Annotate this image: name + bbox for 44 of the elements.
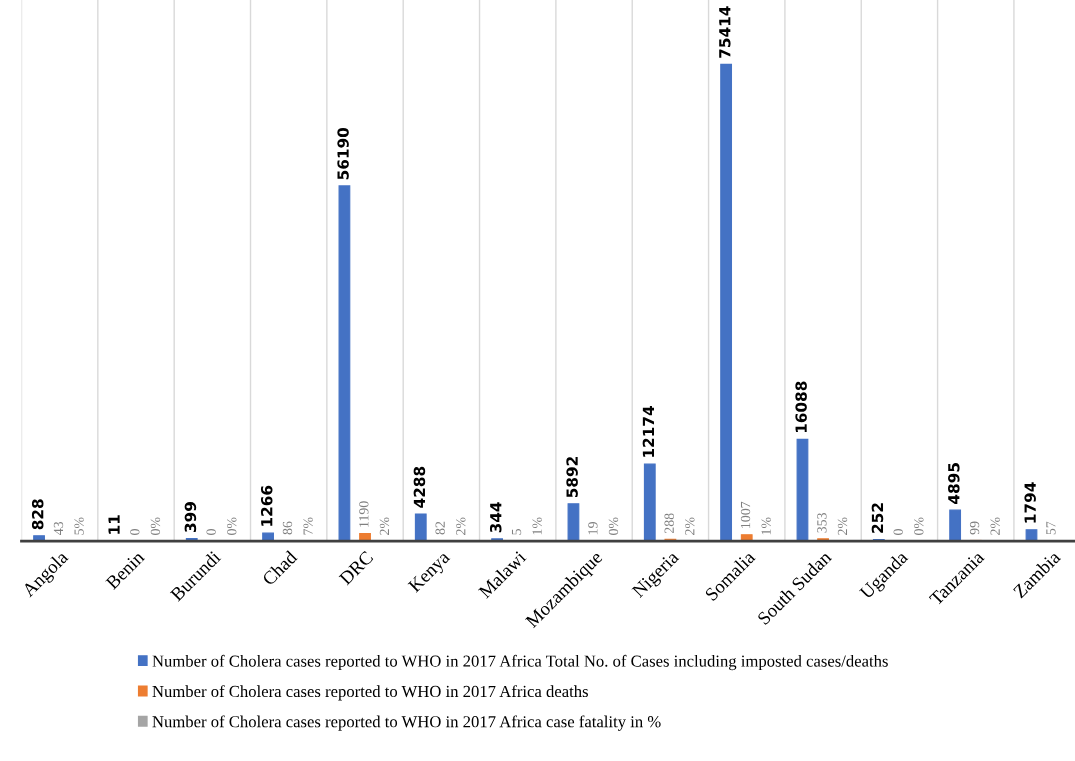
data-label: 5%: [74, 517, 84, 535]
data-label: 0%: [914, 517, 924, 535]
data-label: 75414: [719, 6, 731, 58]
data-label: 16088: [795, 381, 807, 433]
data-label: 4288: [413, 466, 426, 508]
data-label: 288: [664, 513, 674, 534]
data-label: 2%: [990, 517, 1000, 535]
data-label: 0: [206, 529, 216, 535]
data-label: 11: [108, 515, 120, 534]
data-label: 1266: [260, 485, 273, 526]
data-label: 5892: [566, 457, 578, 498]
data-label: 19: [588, 522, 598, 535]
data-label: 4895: [948, 463, 960, 504]
data-label: 1190: [359, 501, 369, 527]
legend-label: Number of Cholera cases reported to WHO in 2017 Africa Total No. of Cases including imposted cases/deaths: [152, 654, 888, 671]
data-label: 86: [282, 521, 293, 535]
data-label: 56190: [337, 127, 349, 180]
data-label: 2%: [456, 517, 466, 535]
data-label: 0: [893, 529, 903, 535]
data-label: 7%: [303, 517, 313, 535]
data-label: 1%: [761, 517, 771, 535]
legend-label: Number of Cholera cases reported to WHO in 2017 Africa deaths: [152, 685, 588, 701]
data-label: 1794: [1024, 482, 1036, 523]
data-label: 252: [871, 503, 884, 533]
legend-label: Number of Cholera cases reported to WHO in 2017 Africa case fatality in %: [152, 715, 661, 731]
data-label: 399: [184, 502, 197, 532]
data-label: 2%: [685, 517, 695, 535]
data-label: 43: [53, 521, 64, 535]
data-label: 2%: [837, 517, 848, 535]
data-label: 12174: [642, 406, 654, 457]
data-label: 1007: [740, 501, 751, 528]
data-label: 57: [1046, 521, 1056, 535]
data-label: 1%: [532, 517, 542, 535]
data-label: 99: [969, 521, 980, 535]
data-label: 5: [511, 529, 522, 535]
data-label: 2%: [379, 517, 390, 535]
data-label: 353: [817, 512, 827, 533]
data-label: 0%: [608, 517, 619, 535]
data-label: 344: [489, 502, 502, 533]
data-label: 828: [31, 499, 44, 530]
data-label: 0%: [227, 517, 237, 535]
data-label: 0: [130, 529, 140, 535]
data-label: 82: [435, 521, 445, 535]
data-label: 0%: [150, 517, 161, 535]
